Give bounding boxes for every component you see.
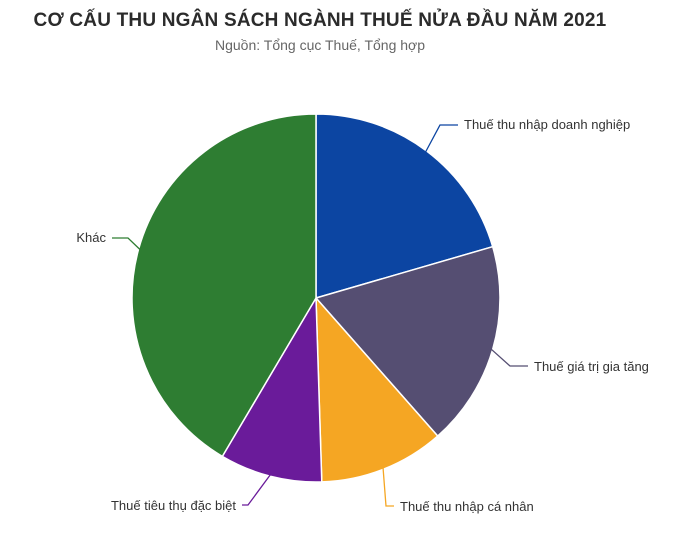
leader-line xyxy=(242,473,272,506)
leader-line xyxy=(424,124,458,153)
leader-lines xyxy=(112,124,528,507)
slice-label: Khác xyxy=(76,230,106,245)
slice-label: Thuế thu nhập doanh nghiệp xyxy=(464,117,630,132)
pie-slice xyxy=(314,245,501,438)
leader-line xyxy=(490,348,528,367)
chart-subtitle: Nguồn: Tổng cục Thuế, Tổng hợp xyxy=(215,37,425,53)
slice-labels: Thuế thu nhập doanh nghiệp Thuế giá trị g… xyxy=(76,117,649,514)
chart-title: CƠ CẤU THU NGÂN SÁCH NGÀNH THUẾ NỬA ĐẦU … xyxy=(33,10,607,31)
pie-slice xyxy=(131,113,317,458)
slice-label: Thuế giá trị gia tăng xyxy=(534,359,649,374)
leader-line xyxy=(112,237,141,251)
slice-label: Thuế thu nhập cá nhân xyxy=(400,499,534,514)
leader-line xyxy=(382,467,394,507)
slice-label: Thuế tiêu thụ đặc biệt xyxy=(111,498,236,513)
pie-slice xyxy=(221,295,323,483)
pie-slices xyxy=(131,113,501,483)
